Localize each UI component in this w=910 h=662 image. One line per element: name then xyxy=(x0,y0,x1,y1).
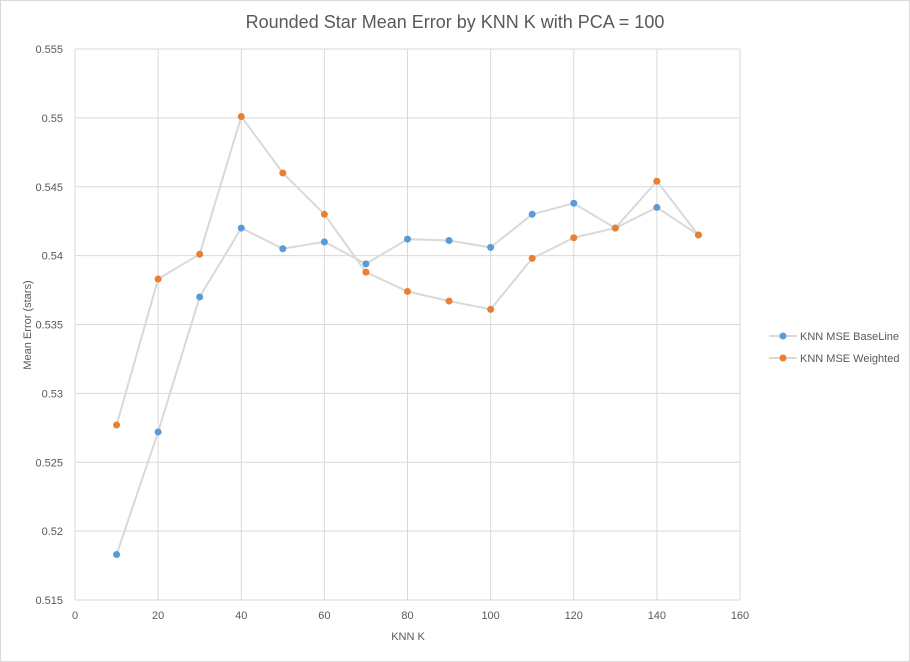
data-point-series-1 xyxy=(279,245,287,253)
x-tick-label: 80 xyxy=(401,610,413,622)
y-tick-label: 0.55 xyxy=(42,113,63,125)
y-axis-ticks: 0.515 0.52 0.525 0.53 0.535 0.54 0.545 0.55 0.55… xyxy=(35,44,63,607)
data-point-series-2 xyxy=(113,421,121,429)
y-tick-label: 0.54 xyxy=(42,251,63,263)
data-point-series-1 xyxy=(653,203,661,211)
data-point-series-1 xyxy=(404,235,411,243)
data-point-series-1 xyxy=(154,428,162,436)
data-point-series-2 xyxy=(528,254,536,262)
legend-label: KNN MSE Weighted xyxy=(800,353,899,365)
x-axis-ticks: 0 20 40 60 80 100 120 140 160 xyxy=(72,610,749,622)
y-axis-label: Mean Error (stars) xyxy=(22,280,34,369)
x-tick-label: 160 xyxy=(731,610,749,622)
series-points xyxy=(113,112,702,559)
x-tick-label: 40 xyxy=(235,610,247,622)
data-point-series-1 xyxy=(570,199,578,207)
y-tick-label: 0.515 xyxy=(35,595,63,607)
x-axis-label: KNN K xyxy=(391,631,425,643)
data-point-series-1 xyxy=(196,293,204,301)
x-tick-label: 0 xyxy=(72,610,78,622)
legend-label: KNN MSE BaseLine xyxy=(800,331,899,343)
data-point-series-2 xyxy=(154,275,162,283)
data-point-series-1 xyxy=(362,260,370,268)
x-tick-label: 60 xyxy=(318,610,330,622)
data-point-series-2 xyxy=(404,287,411,295)
x-tick-label: 140 xyxy=(648,610,666,622)
chart-title: Rounded Star Mean Error by KNN K with PC… xyxy=(246,12,665,32)
y-tick-label: 0.525 xyxy=(35,457,63,469)
data-point-series-1 xyxy=(237,224,245,232)
data-point-series-2 xyxy=(237,112,245,120)
y-tick-label: 0.535 xyxy=(35,320,63,332)
legend: KNN MSE BaseLine KNN MSE Weighted xyxy=(769,331,899,365)
data-point-series-2 xyxy=(320,210,328,218)
gridlines xyxy=(74,48,741,601)
data-point-series-1 xyxy=(528,210,536,218)
data-point-series-2 xyxy=(487,305,495,313)
x-tick-label: 120 xyxy=(565,610,583,622)
data-point-series-2 xyxy=(611,224,619,232)
data-point-series-2 xyxy=(196,250,204,258)
data-point-series-2 xyxy=(362,268,370,276)
legend-marker xyxy=(779,354,787,362)
data-point-series-1 xyxy=(487,243,495,251)
data-point-series-2 xyxy=(570,234,578,242)
y-tick-label: 0.52 xyxy=(42,526,63,538)
data-point-series-2 xyxy=(694,231,702,239)
x-tick-label: 100 xyxy=(481,610,499,622)
data-point-series-1 xyxy=(320,238,328,246)
data-point-series-2 xyxy=(445,297,453,305)
data-point-series-2 xyxy=(653,177,661,185)
y-tick-label: 0.555 xyxy=(35,44,63,56)
data-point-series-2 xyxy=(279,169,287,177)
legend-marker xyxy=(779,332,787,340)
data-point-series-1 xyxy=(445,236,453,244)
data-point-series-1 xyxy=(113,551,121,559)
x-tick-label: 20 xyxy=(152,610,164,622)
y-tick-label: 0.545 xyxy=(35,182,63,194)
y-tick-label: 0.53 xyxy=(42,388,63,400)
